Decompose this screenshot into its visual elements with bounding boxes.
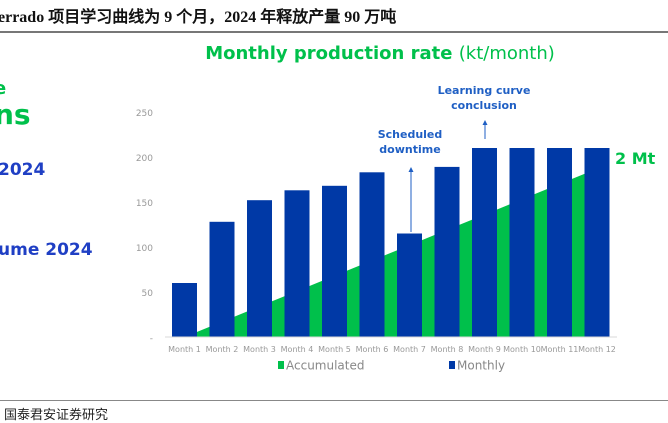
- legend-swatch: [449, 361, 455, 369]
- left-text-fragment: ns: [0, 98, 31, 131]
- arrow-head-icon: [408, 167, 414, 172]
- legend-swatch: [278, 361, 284, 369]
- left-text-fragment: ume 2024: [0, 240, 93, 260]
- x-tick-label: Month 3: [243, 345, 276, 354]
- chart-title: Monthly production rate (kt/month): [205, 43, 555, 64]
- monthly-bar: [359, 172, 385, 337]
- y-tick-label: -: [150, 334, 153, 344]
- monthly-bar: [584, 148, 610, 337]
- monthly-bar: [397, 233, 422, 337]
- x-tick-label: Month 2: [206, 345, 239, 354]
- monthly-bar: [284, 190, 310, 337]
- annotation-text: Scheduled: [378, 128, 443, 141]
- x-tick-label: Month 8: [431, 345, 464, 354]
- annotation-text: conclusion: [451, 99, 517, 112]
- x-tick-label: Month 6: [356, 345, 389, 354]
- bottom-divider: [0, 400, 668, 401]
- monthly-bar: [209, 221, 235, 337]
- x-tick-label: Month 4: [281, 345, 314, 354]
- annotation-text: Learning curve: [438, 84, 531, 97]
- monthly-bar: [322, 185, 347, 337]
- x-tick-label: Month 11: [541, 345, 579, 354]
- y-tick-label: 200: [136, 154, 153, 164]
- report-heading: errado 项目学习曲线为 9 个月，2024 年释放产量 90 万吨: [0, 9, 397, 26]
- y-tick-label: 250: [136, 109, 153, 119]
- arrow-head-icon: [482, 120, 488, 125]
- x-tick-label: Month 9: [468, 345, 501, 354]
- accumulated-area: [184, 161, 610, 337]
- legend-label: Accumulated: [286, 359, 365, 373]
- x-tick-label: Month 7: [393, 345, 426, 354]
- source-note: 国泰君安证券研究: [4, 408, 109, 423]
- chart-title-unit: (kt/month): [459, 43, 555, 64]
- monthly-bar: [472, 148, 497, 337]
- legend-label: Monthly: [457, 359, 505, 373]
- monthly-bar: [172, 283, 197, 337]
- top-divider: [0, 31, 668, 33]
- left-text-fragment: 2024: [0, 160, 46, 180]
- y-tick-label: 150: [136, 199, 153, 209]
- accumulated-end-label: 2 Mt: [615, 149, 656, 168]
- monthly-bar: [434, 166, 460, 337]
- monthly-bar: [247, 200, 272, 337]
- monthly-bar: [547, 148, 572, 337]
- monthly-bar: [509, 148, 535, 337]
- y-tick-label: 50: [142, 289, 154, 299]
- annotation-text: downtime: [379, 143, 440, 156]
- x-tick-label: Month 5: [318, 345, 351, 354]
- x-tick-label: Month 12: [578, 345, 616, 354]
- x-tick-label: Month 10: [503, 345, 541, 354]
- left-text-fragment: e: [0, 78, 7, 99]
- y-tick-label: 100: [136, 244, 153, 254]
- chart-title-main: Monthly production rate: [205, 43, 452, 64]
- x-tick-label: Month 1: [168, 345, 201, 354]
